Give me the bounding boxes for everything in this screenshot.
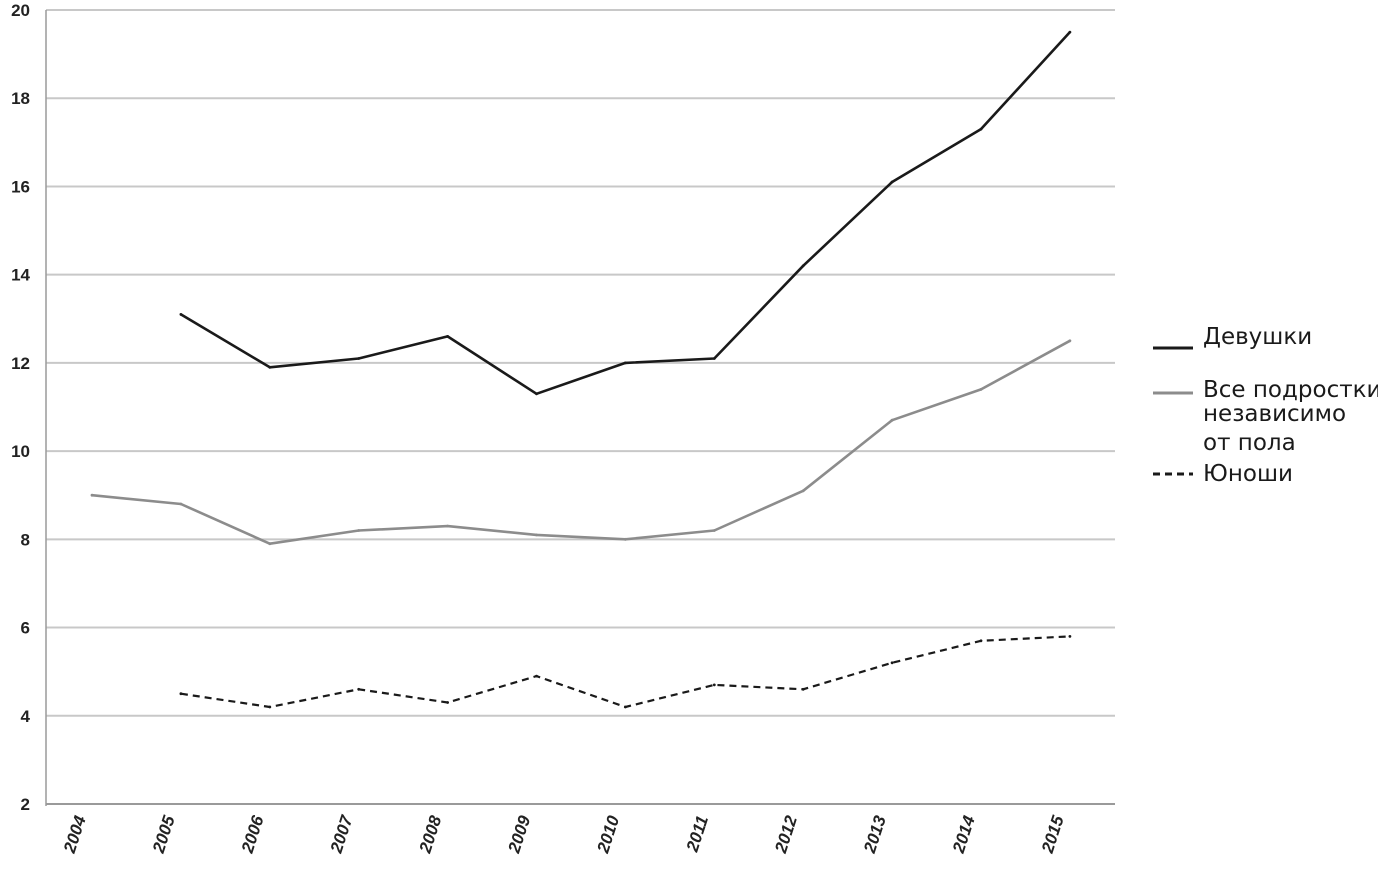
data-point: [979, 639, 983, 643]
x-tick-label: 2010: [593, 813, 623, 856]
data-point: [1068, 635, 1072, 638]
data-point: [890, 418, 894, 422]
x-tick-label: 2015: [1038, 813, 1068, 856]
x-tick-label: 2014: [949, 813, 979, 856]
x-tick-label: 2009: [504, 813, 534, 856]
y-tick-label: 18: [11, 89, 30, 108]
data-point: [1068, 339, 1072, 343]
y-tick-label: 6: [21, 619, 30, 638]
y-tick-label: 4: [21, 707, 31, 726]
gridlines: [46, 9, 1115, 805]
legend-label: Девушки: [1203, 324, 1312, 350]
data-point: [535, 533, 538, 537]
y-axis-tick-labels: 2 4 6 8 10 12 14 16 18 20: [11, 1, 30, 814]
y-tick-label: 16: [11, 177, 30, 196]
data-point: [535, 392, 538, 396]
axes: [45, 10, 1115, 806]
data-point: [535, 674, 538, 678]
series-line-0: [180, 31, 1071, 396]
data-point: [624, 537, 627, 541]
data-point: [179, 313, 183, 316]
data-point: [712, 529, 716, 532]
data-point: [357, 529, 361, 532]
x-tick-label: 2006: [238, 813, 268, 856]
data-point: [90, 493, 94, 497]
data-point: [268, 705, 272, 709]
series-line-1: [91, 339, 1071, 546]
data-point: [979, 388, 983, 391]
data-point: [890, 180, 894, 184]
y-tick-label: 2: [21, 795, 30, 814]
data-point: [1068, 30, 1072, 34]
data-point: [801, 264, 805, 268]
legend-label: от пола: [1203, 430, 1296, 456]
data-point: [446, 524, 449, 528]
y-tick-label: 12: [11, 354, 30, 373]
data-point: [357, 687, 361, 691]
x-tick-label: 2004: [60, 813, 90, 856]
x-tick-label: 2008: [415, 813, 445, 856]
data-point: [446, 335, 449, 338]
data-point: [624, 705, 627, 709]
x-tick-label: 2011: [682, 813, 712, 855]
data-point: [801, 489, 805, 493]
data-point: [624, 361, 627, 365]
data-point: [712, 683, 716, 687]
x-axis-tick-labels: 2004 2005 2006 2007 2008 2009 2010 2011 2012 2013…: [60, 812, 1068, 856]
data-point: [446, 701, 449, 704]
y-tick-label: 8: [21, 530, 30, 549]
data-point: [179, 692, 183, 696]
legend-label: Юноши: [1203, 461, 1293, 487]
x-tick-label: 2007: [326, 812, 357, 856]
legend-label: независимо: [1203, 401, 1346, 427]
y-tick-label: 20: [11, 1, 30, 20]
x-tick-label: 2005: [149, 813, 179, 856]
series-line-2: [180, 635, 1070, 709]
data-point: [268, 542, 272, 546]
data-point: [712, 357, 716, 360]
data-point: [801, 687, 805, 691]
data-point: [979, 127, 983, 131]
data-point: [179, 502, 183, 506]
x-tick-label: 2013: [860, 813, 890, 856]
series-lines: [90, 30, 1072, 709]
data-point: [357, 357, 361, 360]
y-tick-label: 14: [11, 266, 30, 285]
y-tick-label: 10: [11, 442, 30, 461]
x-tick-label: 2012: [771, 813, 801, 856]
data-point: [268, 365, 272, 369]
data-point: [890, 661, 894, 665]
legend-label: Все подростки: [1203, 377, 1378, 403]
